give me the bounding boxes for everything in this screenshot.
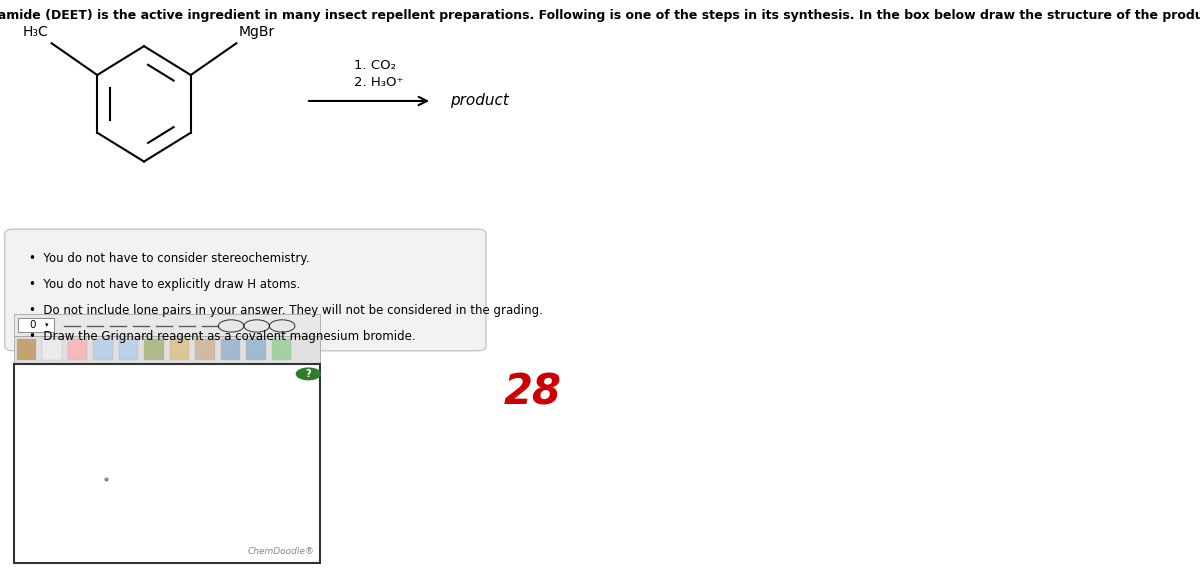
- Text: ChemDoodle®: ChemDoodle®: [247, 546, 314, 556]
- Circle shape: [296, 368, 320, 380]
- Text: ?: ?: [306, 369, 311, 379]
- Text: •  Draw the Grignard reagent as a covalent magnesium bromide.: • Draw the Grignard reagent as a covalen…: [29, 330, 415, 343]
- Bar: [272, 339, 292, 360]
- Text: H₃C: H₃C: [23, 25, 48, 39]
- Bar: [14, 336, 320, 364]
- Bar: [94, 339, 113, 360]
- Bar: [144, 339, 163, 360]
- Bar: [246, 339, 265, 360]
- Bar: [68, 339, 88, 360]
- Text: N,N-diethyl-m-toluamide (DEET) is the active ingredient in many insect repellent: N,N-diethyl-m-toluamide (DEET) is the ac…: [0, 9, 1200, 22]
- Bar: [17, 339, 36, 360]
- Text: ▾: ▾: [44, 323, 48, 328]
- FancyBboxPatch shape: [18, 318, 54, 332]
- Text: •  Do not include lone pairs in your answer. They will not be considered in the : • Do not include lone pairs in your answ…: [29, 304, 542, 317]
- Text: 28: 28: [504, 372, 562, 413]
- Text: •  You do not have to explicitly draw H atoms.: • You do not have to explicitly draw H a…: [29, 278, 300, 291]
- Bar: [14, 314, 320, 336]
- Bar: [119, 339, 138, 360]
- Text: •  You do not have to consider stereochemistry.: • You do not have to consider stereochem…: [29, 252, 310, 265]
- Text: 1. CO₂: 1. CO₂: [354, 59, 396, 72]
- Bar: [221, 339, 240, 360]
- Text: 2. H₃O⁺: 2. H₃O⁺: [354, 76, 403, 89]
- FancyBboxPatch shape: [5, 229, 486, 351]
- Bar: [170, 339, 190, 360]
- Text: MgBr: MgBr: [239, 25, 275, 39]
- Bar: [42, 339, 61, 360]
- Bar: [196, 339, 215, 360]
- Text: product: product: [450, 93, 509, 108]
- Bar: [14, 364, 320, 563]
- Text: 0: 0: [29, 320, 36, 331]
